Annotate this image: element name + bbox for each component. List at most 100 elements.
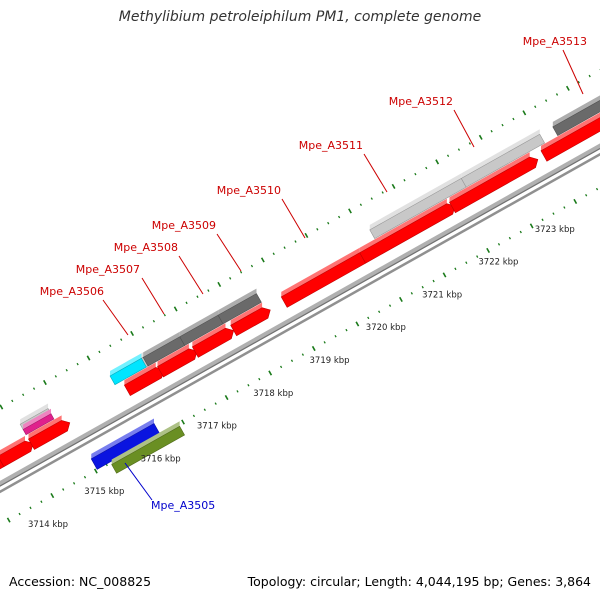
map-title: Methylibium petroleiphilum PM1, complete…	[118, 9, 482, 25]
inner-tick-mark	[50, 493, 55, 499]
inner-tick-mark	[465, 261, 468, 264]
upper-feature-block	[109, 357, 147, 386]
upper-feature-block-top	[179, 310, 219, 337]
gene-labels: Mpe_A3505 Mpe_A3506 Mpe_A3507 Mpe_A3508 Mpe_…	[40, 35, 587, 512]
outer-tick-mark	[316, 228, 319, 231]
reverse-gene-block-top	[91, 418, 155, 459]
outer-tick-mark	[196, 295, 199, 298]
accession-text: Accession: NC_008825	[9, 574, 152, 589]
gene-label: Mpe_A3508	[114, 241, 178, 254]
label-leader-line	[363, 153, 388, 193]
inner-tick-mark	[454, 267, 457, 271]
outer-tick-mark	[185, 301, 188, 305]
inner-tick-mark	[529, 223, 534, 229]
label-leader-line	[281, 198, 306, 239]
scale-label: 3715 kbp	[84, 487, 124, 497]
inner-tick-mark	[399, 296, 403, 303]
backbone-outer-line	[0, 143, 600, 487]
inner-tick-mark	[508, 236, 511, 240]
scale-label: 3721 kbp	[422, 290, 462, 300]
outer-tick-mark	[76, 362, 79, 366]
outer-tick-mark	[327, 221, 330, 225]
label-leader-line	[141, 277, 165, 315]
forward-gene-block-top	[192, 323, 226, 347]
outer-tick-mark	[534, 105, 537, 108]
outer-tick-mark	[577, 80, 580, 84]
outer-tick-mark	[381, 191, 384, 194]
outer-tick-mark	[173, 306, 178, 312]
outer-tick-mark	[207, 289, 210, 292]
outer-tick-mark	[338, 215, 341, 219]
forward-gene-block-top	[359, 198, 447, 253]
inner-tick-mark	[345, 328, 348, 332]
outer-tick-mark	[512, 117, 515, 121]
outer-tick-mark	[588, 74, 591, 78]
inner-tick-mark	[323, 341, 326, 344]
label-leader-line	[102, 299, 129, 336]
inner-tick-mark	[236, 390, 239, 393]
inner-tick-mark	[552, 212, 555, 215]
inner-tick-ring	[6, 187, 599, 523]
forward-gene-block-top	[0, 436, 26, 456]
outer-tick-mark	[446, 154, 450, 158]
forward-gene-block	[0, 440, 34, 468]
upper-feature-block-top	[110, 353, 142, 376]
backbone-outer-edge	[0, 147, 600, 487]
outer-tick-mark	[501, 123, 504, 127]
outer-tick-mark	[22, 393, 25, 397]
upper-feature-block-top	[218, 288, 257, 316]
inner-tick-mark	[421, 285, 424, 289]
inner-tick-mark	[203, 408, 206, 412]
inner-tick-mark	[311, 345, 316, 352]
inner-tick-mark	[83, 475, 87, 479]
outer-tick-mark	[54, 375, 57, 378]
forward-gene-block-top	[28, 415, 62, 440]
inner-tick-mark	[192, 414, 196, 418]
inner-tick-mark	[442, 272, 447, 278]
outer-tick-mark	[490, 129, 493, 133]
inner-tick-mark	[563, 206, 566, 209]
outer-tick-mark	[130, 330, 135, 337]
outer-tick-mark	[304, 232, 309, 238]
outer-tick-mark	[478, 134, 483, 140]
upper-feature-block	[460, 133, 546, 188]
inner-tick-mark	[268, 370, 273, 376]
scale-label: 3723 kbp	[535, 225, 575, 235]
upper-feature-block	[217, 293, 262, 325]
forward-gene-block	[449, 156, 539, 214]
upper-feature-block-top	[20, 403, 49, 425]
outer-tick-mark	[32, 387, 36, 390]
inner-tick-mark	[497, 243, 501, 246]
outer-tick-mark	[555, 93, 559, 96]
outer-tick-mark	[250, 264, 254, 268]
label-leader-line	[216, 233, 242, 272]
gene-label: Mpe_A3511	[299, 139, 363, 152]
inner-tick-mark	[62, 488, 65, 491]
outer-tick-mark	[65, 368, 68, 372]
inner-tick-mark	[367, 316, 370, 320]
scale-label: 3720 kbp	[366, 323, 406, 333]
outer-tick-mark	[294, 240, 297, 243]
forward-gene-block	[28, 420, 71, 450]
upper-feature-block-top	[143, 331, 180, 358]
label-leader-line	[453, 109, 475, 148]
inner-tick-mark	[355, 321, 360, 327]
inner-tick-mark	[6, 517, 11, 523]
outer-tick-mark	[86, 355, 91, 361]
inner-tick-mark	[258, 377, 261, 381]
gene-label: Mpe_A3505	[151, 499, 215, 512]
upper-feature-block-top	[552, 95, 600, 127]
scale-label: 3722 kbp	[478, 258, 518, 268]
scale-label: 3719 kbp	[310, 356, 350, 366]
forward-gene-block	[230, 307, 271, 337]
gene-label: Mpe_A3513	[523, 35, 587, 48]
forward-gene-block-top	[230, 302, 263, 326]
inner-tick-mark	[214, 402, 217, 405]
outer-tick-mark	[239, 270, 243, 274]
forward-gene-block	[191, 327, 235, 358]
inner-tick-mark	[476, 255, 479, 258]
outer-tick-mark	[272, 252, 275, 256]
inner-tick-mark	[29, 506, 32, 510]
forward-gene-block-top	[449, 152, 530, 203]
